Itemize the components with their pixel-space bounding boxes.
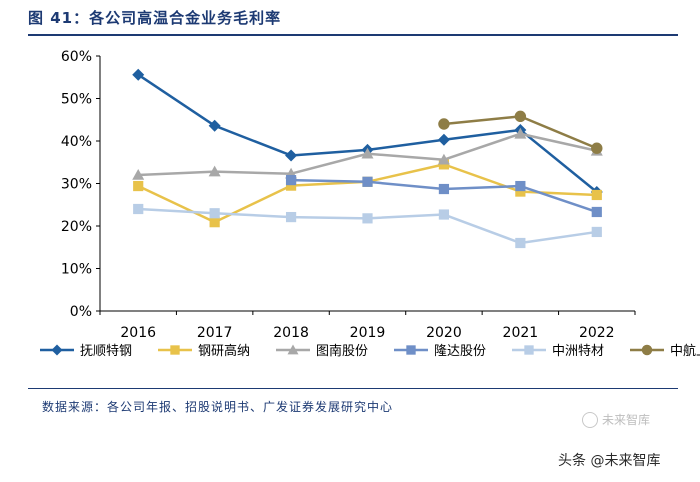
legend-label: 图南股份 — [316, 343, 368, 359]
data-point — [361, 147, 374, 159]
title-rule — [28, 34, 678, 36]
legend-marker — [287, 344, 299, 355]
source-note: 数据来源：各公司年报、招股说明书、广发证券发展研究中心 — [42, 400, 394, 414]
data-point — [514, 110, 527, 123]
x-tick-label: 2020 — [426, 325, 462, 341]
data-point — [438, 183, 450, 195]
data-point — [132, 169, 145, 180]
data-point — [133, 180, 144, 192]
y-tick-label: 10% — [61, 262, 92, 278]
data-point — [285, 211, 297, 223]
data-point — [591, 189, 602, 201]
data-point — [362, 213, 373, 224]
data-point — [438, 209, 450, 220]
x-tick-label: 2021 — [503, 325, 539, 341]
legend-label: 中洲特材 — [552, 344, 604, 359]
data-point — [591, 206, 602, 218]
data-point — [208, 119, 221, 132]
legend-marker — [51, 344, 63, 356]
data-point — [285, 149, 298, 162]
data-point — [133, 203, 144, 215]
data-point — [132, 68, 145, 81]
legend-marker — [170, 345, 180, 355]
y-tick-label: 50% — [61, 92, 92, 108]
legend-label: 抚顺特钢 — [80, 344, 132, 359]
data-point — [591, 226, 602, 238]
y-tick-label: 20% — [61, 219, 92, 235]
wechat-icon — [582, 411, 598, 428]
data-point — [591, 142, 603, 154]
line-chart: 0% 10% 20% 30% 40% 50% 60% 2016 2017 2018 2019 2020… — [40, 49, 700, 359]
x-tick-label: 2016 — [120, 325, 156, 341]
x-tick-label: 2017 — [197, 325, 233, 341]
data-point — [438, 118, 450, 130]
x-tick-label: 2022 — [579, 325, 615, 341]
data-point — [514, 127, 527, 139]
data-point — [515, 237, 526, 249]
data-point — [208, 165, 221, 177]
watermark-logo-text: 未来智库 — [602, 413, 651, 427]
x-tick-label: 2018 — [273, 325, 309, 341]
data-point — [209, 208, 220, 219]
data-point — [285, 180, 297, 191]
y-tick-label: 0% — [70, 304, 92, 320]
legend-label: 隆达股份 — [434, 344, 486, 359]
data-point — [515, 180, 526, 192]
data-point — [209, 217, 220, 228]
watermark-logo: 未来智库 — [582, 411, 650, 428]
x-tick-label: 2019 — [350, 325, 386, 341]
legend-label: 钢研高纳 — [198, 343, 250, 359]
y-tick-label: 40% — [61, 134, 92, 150]
series-line — [137, 73, 598, 193]
data-point — [285, 175, 297, 186]
watermark-text: 头条 @未来智库 — [558, 453, 661, 469]
legend-marker — [524, 345, 534, 355]
legend-marker — [641, 344, 653, 356]
legend-marker — [406, 345, 416, 355]
figure-title: 图 41：各公司高温合金业务毛利率 — [28, 8, 282, 27]
data-point — [515, 186, 526, 197]
data-point — [437, 153, 450, 165]
figure-title-bar: 图 41：各公司高温合金业务毛利率 — [28, 0, 678, 34]
bottom-rule — [28, 388, 678, 389]
data-point — [437, 133, 450, 146]
data-point — [362, 176, 373, 187]
legend-label: 中航上大 — [670, 343, 700, 359]
y-tick-label: 60% — [61, 49, 92, 65]
y-tick-label: 30% — [61, 177, 92, 193]
